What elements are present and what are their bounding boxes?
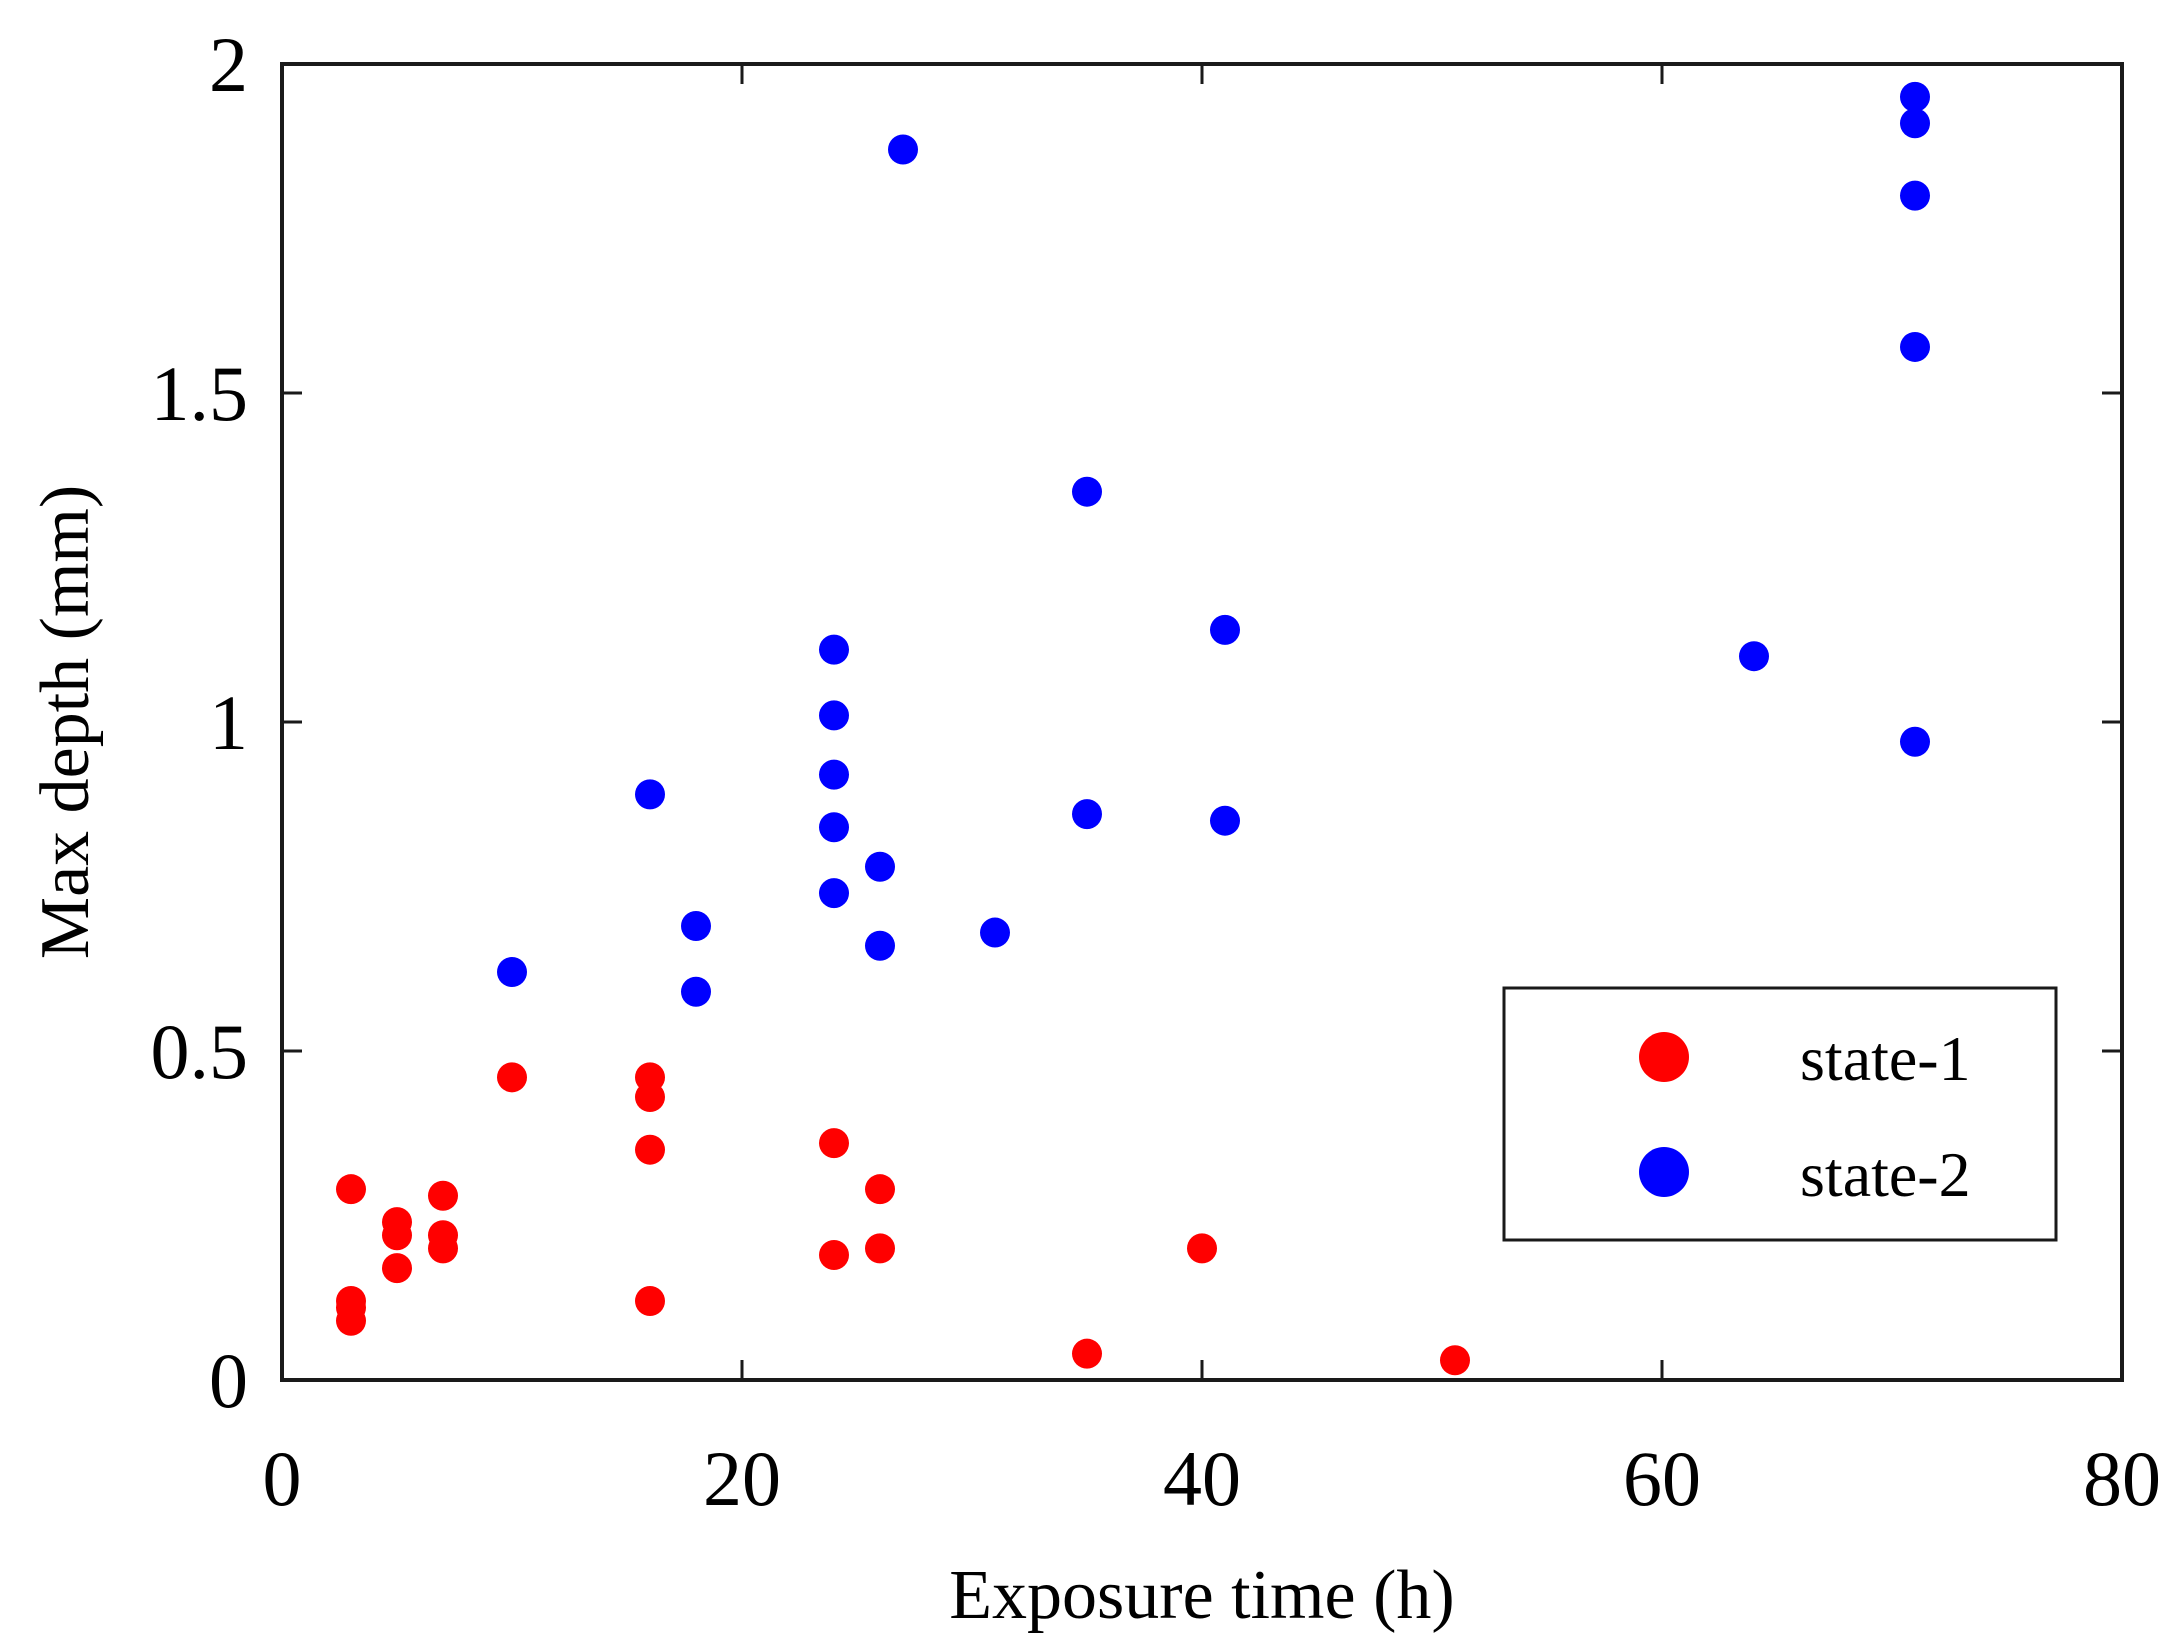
state-1-point xyxy=(428,1180,458,1211)
state-2-point xyxy=(1900,81,1930,112)
x-tick-labels: 0 20 40 60 80 xyxy=(263,1435,2162,1522)
data-points xyxy=(336,81,1930,1376)
x-tick-label: 80 xyxy=(2083,1435,2161,1522)
state-2-point xyxy=(635,779,665,810)
legend-marker-state-1 xyxy=(1639,1032,1689,1082)
state-2-point xyxy=(888,134,918,165)
legend-box xyxy=(1502,986,2058,1242)
y-tick-labels: 0 0.5 1 1.5 2 xyxy=(151,21,249,1424)
state-1-point xyxy=(1187,1233,1217,1264)
state-1-point xyxy=(865,1174,895,1205)
plot-frame xyxy=(280,62,2124,1382)
state-2-point xyxy=(865,851,895,882)
x-tick-label: 20 xyxy=(703,1435,781,1522)
state-2-point xyxy=(681,976,711,1007)
legend: state-1 state-2 xyxy=(1502,986,2058,1242)
state-2-point xyxy=(819,812,849,843)
state-2-point xyxy=(1900,108,1930,139)
state-2-point xyxy=(1210,614,1240,645)
y-tick-label: 0 xyxy=(209,1337,248,1424)
state-2-point xyxy=(865,930,895,961)
state-1-point xyxy=(819,1128,849,1159)
state-1-point xyxy=(428,1233,458,1264)
state-1-point xyxy=(819,1239,849,1270)
state-2-point xyxy=(980,917,1010,948)
y-tick-label: 1 xyxy=(209,679,248,766)
x-tick-label: 60 xyxy=(1623,1435,1701,1522)
y-axis-label: Max depth (mm) xyxy=(27,485,104,959)
legend-label-state-1: state-1 xyxy=(1800,1023,1971,1094)
state-2-point xyxy=(1900,331,1930,362)
state-1-point xyxy=(635,1286,665,1317)
y-tick-label: 0.5 xyxy=(151,1008,249,1095)
legend-label-state-2: state-2 xyxy=(1800,1139,1971,1210)
state-2-point xyxy=(1072,476,1102,507)
state-2-point xyxy=(819,634,849,665)
state-2-point xyxy=(819,878,849,909)
state-1-point xyxy=(382,1253,412,1284)
state-2-point xyxy=(497,957,527,988)
state-2-point xyxy=(1739,641,1769,672)
state-2-point xyxy=(681,910,711,941)
state-1-point xyxy=(635,1082,665,1113)
y-tick-label: 2 xyxy=(209,21,248,108)
state-1-point xyxy=(336,1305,366,1336)
state-1-point xyxy=(497,1062,527,1093)
state-2-point xyxy=(1072,799,1102,830)
y-tick-label: 1.5 xyxy=(151,350,249,437)
series-state-1 xyxy=(336,1062,1470,1376)
state-2-point xyxy=(1900,726,1930,757)
state-1-point xyxy=(865,1233,895,1264)
legend-marker-state-2 xyxy=(1639,1147,1689,1197)
state-1-point xyxy=(382,1220,412,1251)
x-tick-label: 0 xyxy=(263,1435,302,1522)
x-axis-label: Exposure time (h) xyxy=(949,1557,1454,1634)
state-2-point xyxy=(819,759,849,790)
state-2-point xyxy=(819,700,849,731)
state-1-point xyxy=(1440,1345,1470,1376)
series-state-2 xyxy=(497,81,1930,1007)
x-tick-label: 40 xyxy=(1163,1435,1241,1522)
state-2-point xyxy=(1210,805,1240,836)
state-1-point xyxy=(336,1174,366,1205)
state-1-point xyxy=(1072,1338,1102,1369)
state-1-point xyxy=(635,1134,665,1165)
state-2-point xyxy=(1900,180,1930,211)
